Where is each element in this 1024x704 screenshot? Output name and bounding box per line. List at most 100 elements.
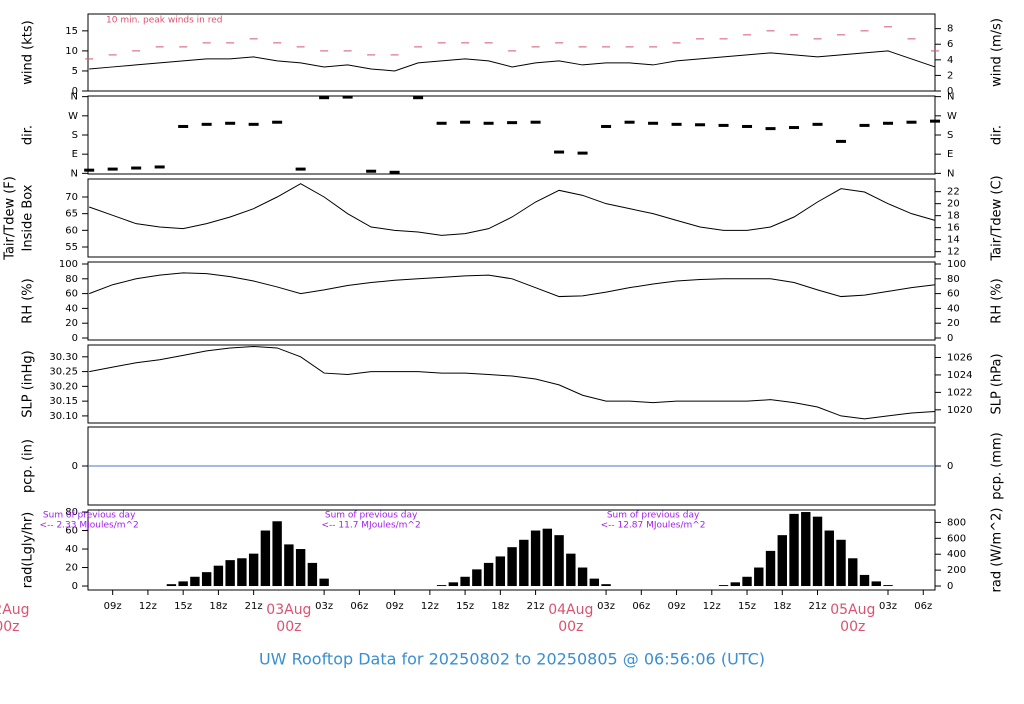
rad-bar <box>801 512 811 587</box>
dir-point <box>178 124 189 128</box>
rad-annotation: Sum of previous day <box>607 511 700 521</box>
y-tick-label: 60 <box>947 289 960 300</box>
rad-bar <box>765 550 776 587</box>
dir-point <box>507 121 518 125</box>
dir-point <box>577 151 588 155</box>
dir-point <box>84 168 95 172</box>
rad-bar <box>519 539 529 587</box>
rad-bar <box>284 544 294 587</box>
dir-point <box>530 120 541 124</box>
y-tick-label: 40 <box>65 544 78 555</box>
annotation: 10 min. peak winds in red <box>106 16 223 26</box>
y2-axis-label: SLP (hPa) <box>990 353 1005 414</box>
rad-bar <box>883 585 893 587</box>
dir-point <box>460 120 471 124</box>
date-label: 05Aug <box>830 602 875 618</box>
dir-point <box>131 166 142 170</box>
dir-point <box>836 139 847 143</box>
rad-bar <box>201 572 212 587</box>
y-tick-label: 80 <box>947 274 960 285</box>
y-tick-label: N <box>71 168 78 179</box>
dir-point <box>859 123 870 127</box>
dir-point <box>154 165 165 169</box>
x-tick-label: 15z <box>174 601 192 612</box>
rad-annotation: Sum of previous day <box>43 511 136 521</box>
y2-axis-label: wind (m/s) <box>990 18 1005 87</box>
dir-point <box>483 121 494 125</box>
rad-bar <box>178 581 188 587</box>
rad-bar <box>542 528 553 587</box>
rad-annotation: <-- 11.7 MJoules/m^2 <box>321 521 420 531</box>
x-tick-label: 03z <box>597 601 615 612</box>
panel-frame <box>87 509 936 591</box>
x-tick-label: 21z <box>527 601 545 612</box>
y-tick-label: E <box>72 149 78 160</box>
y-axis-label: wind (kts) <box>21 20 36 84</box>
dir-point <box>624 120 635 124</box>
y-tick-label: 0 <box>947 461 953 472</box>
x-tick-label: 21z <box>245 601 263 612</box>
y-axis-label: Tair/Tdew (F) <box>3 176 18 261</box>
rad-bar <box>472 569 482 587</box>
y-tick-label: 30.20 <box>49 381 78 392</box>
dir-point <box>554 150 565 154</box>
y2-axis-label: Tair/Tdew (C) <box>990 175 1005 261</box>
x-tick-label: 09z <box>668 601 686 612</box>
rad-bar <box>824 530 834 587</box>
dir-point <box>812 122 823 126</box>
rad-bar <box>554 535 564 587</box>
rad-bar <box>237 558 247 587</box>
y-tick-label: 0 <box>947 581 953 592</box>
y-tick-label: 1022 <box>947 387 972 398</box>
y-tick-label: 65 <box>65 209 78 220</box>
y-tick-label: N <box>71 92 78 103</box>
y-tick-label: 800 <box>947 517 966 528</box>
y-tick-label: 14 <box>947 235 960 246</box>
y-tick-label: 2 <box>947 70 953 81</box>
y-tick-label: 22 <box>947 187 960 198</box>
dir-point <box>742 124 753 128</box>
y-tick-label: S <box>72 130 78 141</box>
x-tick-label: 06z <box>914 601 932 612</box>
rad-bar <box>248 553 259 587</box>
y-tick-label: 6 <box>947 39 953 50</box>
rad-bar <box>507 547 517 587</box>
y-tick-label: E <box>947 149 953 160</box>
y-axis-label: SLP (inHg) <box>21 350 36 418</box>
rad-bar <box>260 530 271 587</box>
y-tick-label: 0 <box>947 86 953 97</box>
y-tick-label: 1020 <box>947 405 972 416</box>
x-tick-label: 21z <box>809 601 827 612</box>
y2-axis-label: dir. <box>990 125 1005 145</box>
panel-frame <box>87 178 936 258</box>
date-label: 02Aug <box>0 602 30 618</box>
rad-bar <box>272 521 282 587</box>
y-tick-label: 15 <box>65 26 78 37</box>
date-label: 03Aug <box>266 602 311 618</box>
dir-point <box>201 122 212 126</box>
y-tick-label: 30.15 <box>49 396 78 407</box>
dir-point <box>272 120 283 124</box>
x-tick-label: 06z <box>350 601 368 612</box>
rad-bar <box>566 553 576 587</box>
dir-point <box>107 167 118 171</box>
panel-frame <box>87 261 936 341</box>
y-tick-label: 80 <box>65 274 78 285</box>
date-label-sub: 00z <box>276 619 301 635</box>
dir-point <box>601 124 612 128</box>
x-tick-label: 09z <box>386 601 404 612</box>
y-tick-label: 20 <box>947 318 960 329</box>
rad-bar <box>789 513 799 587</box>
x-tick-label: 15z <box>738 601 756 612</box>
y-tick-label: 60 <box>65 225 78 236</box>
dir-point <box>671 122 682 126</box>
rad-bar <box>730 582 740 587</box>
dir-point <box>342 95 353 99</box>
dir-point <box>930 119 940 123</box>
x-tick-label: 18z <box>209 601 227 612</box>
y-tick-label: 100 <box>947 259 966 270</box>
y-tick-label: 1024 <box>947 370 972 381</box>
y-tick-label: 20 <box>65 563 78 574</box>
data-line <box>89 50 936 72</box>
